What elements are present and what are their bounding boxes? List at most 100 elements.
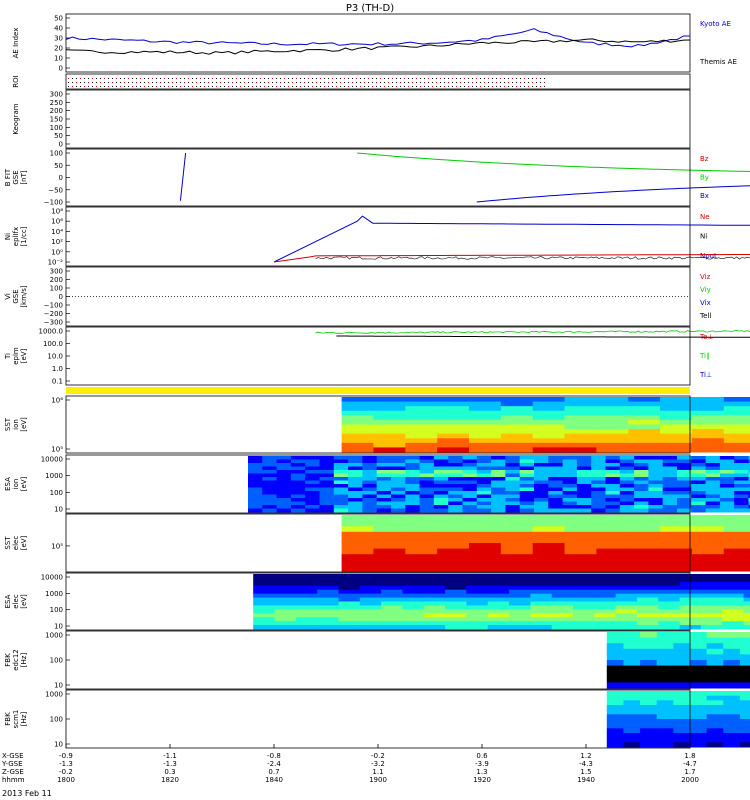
spec-cell [660,447,693,453]
spec-cell [290,470,306,474]
ytick-6-2: 10.0 [47,353,63,361]
spec-cell [705,508,721,513]
spec-cell [619,494,635,499]
series-bx-early [179,152,187,201]
roi-dot [92,82,93,83]
spec-cell [562,498,578,502]
spec-cell [402,581,425,587]
spec-cell [691,491,707,495]
roi-dot [388,78,389,79]
legend-4-1: Ni [700,233,707,241]
spec-cell [317,609,339,614]
spec-cell [509,597,531,602]
roi-dot [368,86,369,87]
spec-cell [691,484,707,488]
spec-cell [739,700,750,706]
ytick-2-1: 250 [50,99,63,107]
spec-cell [519,473,535,478]
spec-cell [743,585,750,591]
spec-cell [634,505,649,509]
roi-dot [324,78,325,79]
spec-cell [448,459,463,464]
roi-dot [416,82,417,83]
spec-cell [276,494,292,499]
spec-cell [262,498,278,502]
roi-dot [72,82,73,83]
spec-cell [419,487,435,492]
spec-cell [295,574,318,579]
spec-cell [276,491,292,495]
spec-cell [437,526,470,533]
spec-cell [333,466,349,471]
spec-cell [276,484,292,488]
roi-dot [276,86,277,87]
spec-cell [640,691,658,697]
spec-cell [723,543,750,550]
spec-cell [743,593,750,599]
spec-cell [700,625,723,630]
spec-cell [530,625,553,630]
roi-dot [532,86,533,87]
spec-cell [691,463,707,467]
spec-cell [402,577,425,583]
spec-cell [723,723,741,729]
spec-cell [677,508,692,513]
spec-cell [605,463,621,467]
spec-cell [262,456,278,460]
spec-cell [448,473,463,478]
roi-dot [464,82,465,83]
spec-cell [564,424,597,430]
xtick-x-2: -0.8 [267,752,281,760]
spec-cell [359,589,382,595]
spec-cell [373,520,406,527]
roi-dot [152,82,153,83]
spec-cell [338,617,361,622]
spec-cell [319,459,335,464]
spec-cell [634,456,649,460]
spec-cell [723,676,741,683]
spec-cell [606,723,624,729]
roi-dot [224,86,225,87]
spec-cell [530,609,553,614]
spec-cell [722,589,745,595]
spec-cell [660,433,693,439]
spec-cell [691,466,707,471]
spec-cell [723,559,750,566]
spec-cell [253,585,276,591]
spec-cell [381,574,403,579]
spec-cell [532,520,566,527]
spec-cell [640,737,658,743]
spec-cell [623,700,641,706]
spec-cell [700,585,723,591]
roi-dot [248,78,249,79]
panel-body-6 [315,329,750,338]
spec-cell [606,709,624,715]
spec-cell [700,605,723,610]
spec-cell [419,494,435,499]
spec-cell [691,543,725,550]
roi-dot [480,82,481,83]
roi-dot [304,82,305,83]
roi-dot [212,78,213,79]
spec-cell [719,487,735,492]
spec-cell [691,415,725,421]
roi-dot [452,86,453,87]
spec-cell [743,574,750,579]
spec-cell [648,508,664,513]
spec-cell [373,424,406,430]
spec-cell [748,473,750,478]
spec-cell [615,605,638,610]
spec-cell [623,682,641,689]
spec-cell [505,470,521,474]
roi-dot [344,78,345,79]
ylabel-8-2: [eV] [20,476,28,491]
spec-cell [391,463,406,467]
ytick-2-4: 100 [50,124,63,132]
spec-cell [673,709,691,715]
roi-dot [188,86,189,87]
spec-cell [628,433,661,439]
spec-cell [576,498,592,502]
spec-cell [619,501,635,506]
spec-cell [723,700,741,706]
roi-dot [280,78,281,79]
